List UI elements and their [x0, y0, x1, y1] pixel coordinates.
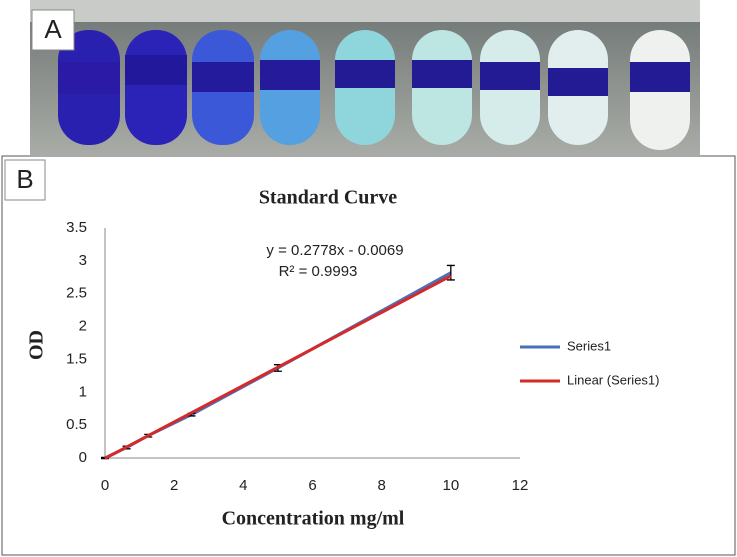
y-tick-label: 1.5 — [66, 350, 87, 367]
tube-band — [58, 62, 120, 94]
panel-label-box — [31, 9, 75, 51]
photo: A — [30, 0, 700, 155]
tube-band — [480, 62, 540, 90]
tube — [125, 30, 187, 145]
panel-label: A — [44, 14, 62, 44]
y-tick-label: 0 — [79, 449, 87, 466]
chart-frame — [1, 155, 736, 556]
legend-label: Series1 — [567, 338, 611, 353]
x-tick-label: 8 — [377, 477, 385, 494]
y-tick-label: 0.5 — [66, 416, 87, 433]
chart-title: Standard Curve — [259, 187, 397, 209]
y-tick-label: 1 — [79, 383, 87, 400]
x-tick-label: 0 — [101, 477, 109, 494]
tube-band — [548, 68, 608, 96]
tube-band — [260, 60, 320, 90]
y-tick-label: 3.5 — [66, 219, 87, 236]
tube-band — [630, 62, 690, 92]
x-tick-label: 2 — [170, 477, 178, 494]
tubes — [58, 30, 690, 150]
rack — [30, 0, 700, 22]
y-tick-label: 2.5 — [66, 285, 87, 302]
x-tick-label: 10 — [442, 477, 459, 494]
x-tick-label: 6 — [308, 477, 316, 494]
y-tick-label: 3 — [79, 252, 87, 269]
y-axis-label: OD — [26, 330, 48, 360]
legend-label: Linear (Series1) — [567, 372, 660, 387]
y-tick-label: 2 — [79, 318, 87, 335]
trendline-equation: y = 0.2778x - 0.0069 — [266, 242, 403, 259]
tube-band — [192, 62, 254, 92]
x-axis-label: Concentration mg/ml — [222, 508, 405, 530]
panel-label-box — [4, 159, 46, 201]
x-tick-label: 12 — [512, 477, 529, 494]
tube-band — [412, 60, 472, 88]
tube-band — [335, 60, 395, 88]
panel-label: B — [16, 164, 33, 194]
tube-band — [125, 55, 187, 85]
r-squared: R² = 0.9993 — [279, 263, 358, 280]
series-line — [104, 274, 452, 460]
x-tick-label: 4 — [239, 477, 247, 494]
